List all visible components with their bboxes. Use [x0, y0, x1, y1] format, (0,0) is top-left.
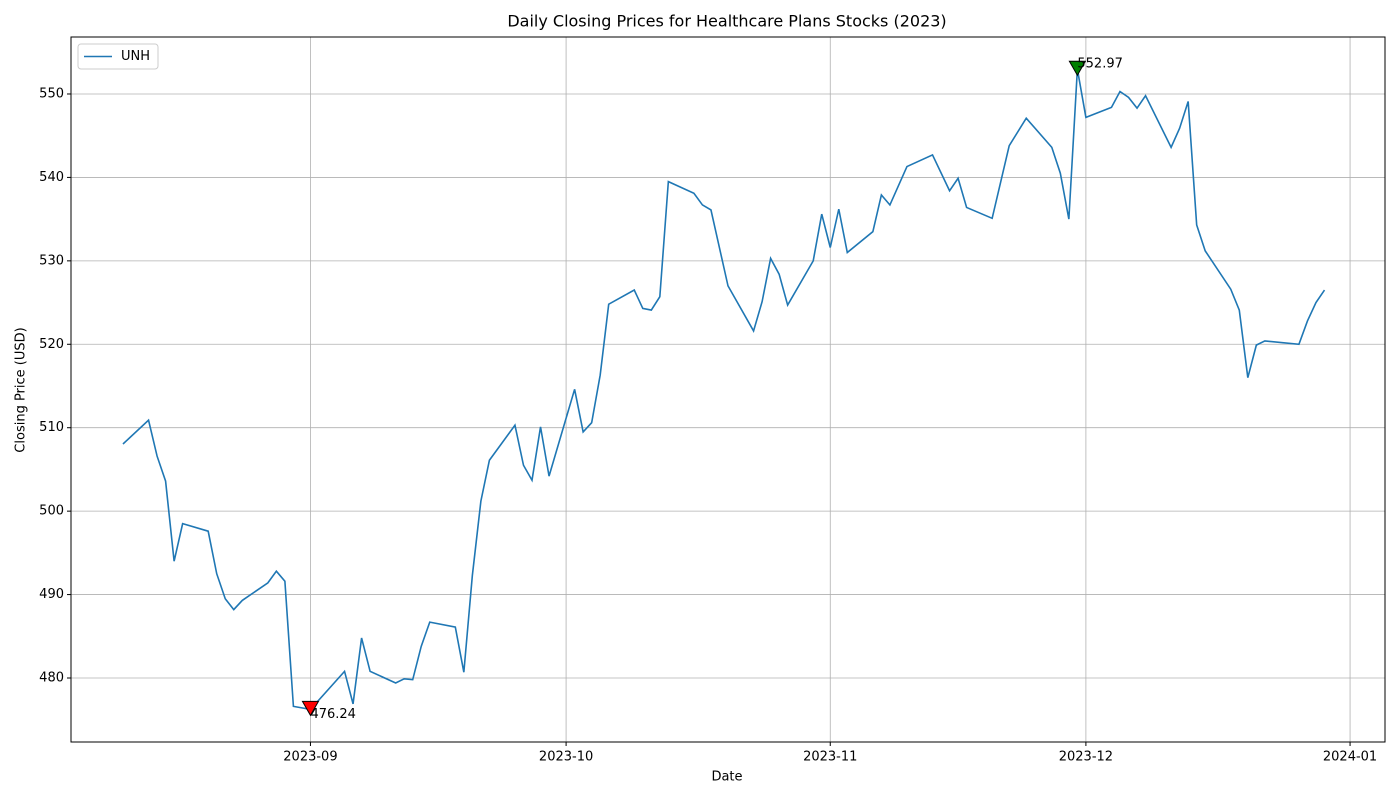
y-axis-label: Closing Price (USD) — [14, 327, 29, 452]
y-tick-label: 510 — [39, 420, 64, 435]
plot-frame — [70, 36, 1386, 743]
y-tick-label: 480 — [39, 671, 64, 686]
y-tick-label: 520 — [39, 337, 64, 352]
annotation-label: 476.24 — [310, 707, 356, 722]
x-tick-label: 2023-09 — [283, 750, 337, 765]
legend-box — [77, 43, 159, 70]
y-tick-label: 540 — [39, 170, 64, 185]
x-tick-label: 2023-12 — [1059, 750, 1113, 765]
annotation-marker — [1068, 60, 1087, 77]
x-tick-label: 2024-01 — [1323, 750, 1377, 765]
y-tick-label: 500 — [39, 504, 64, 519]
data-line — [122, 69, 1326, 711]
annotation-marker — [301, 700, 320, 717]
y-tick-label: 550 — [39, 86, 64, 101]
y-tick-label: 530 — [39, 253, 64, 268]
legend-label: UNH — [121, 49, 150, 64]
chart-title: Daily Closing Prices for Healthcare Plan… — [507, 12, 946, 31]
x-tick-label: 2023-10 — [539, 750, 593, 765]
x-axis-label: Date — [711, 770, 742, 785]
x-tick-label: 2023-11 — [803, 750, 857, 765]
annotation-label: 552.97 — [1077, 57, 1123, 72]
y-tick-label: 490 — [39, 587, 64, 602]
